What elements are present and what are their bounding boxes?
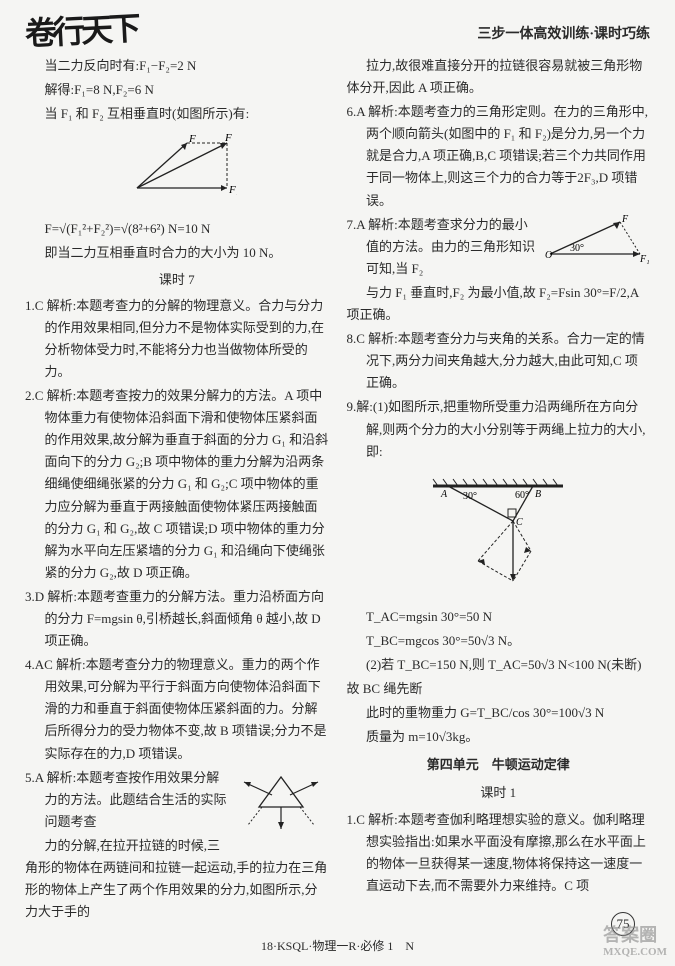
question-item: 8.C 解析:本题考查分力与夹角的关系。合力一定的情况下,两分力间夹角越大,分力… xyxy=(347,328,651,394)
footer-text: 18·KSQL·物理一R·必修 1 N xyxy=(0,936,675,956)
svg-text:F: F xyxy=(224,133,232,144)
text-line: 解得:F₁=8 N,F₂=6 N xyxy=(25,79,329,101)
diagram-zipper xyxy=(234,767,329,844)
question-item: 1.C 解析:本题考查伽利略理想实验的意义。伽利略理想实验指出:如果水平面没有摩… xyxy=(347,809,651,897)
svg-text:O: O xyxy=(545,250,552,261)
text-line: T_BC=mgcos 30°=50√3 N。 xyxy=(347,630,651,652)
question-item: 2.C 解析:本题考查按力的效果分解力的方法。A 项中物体重力有使物体沿斜面下滑… xyxy=(25,385,329,584)
svg-text:30°: 30° xyxy=(570,243,584,254)
text-line: 故 BC 绳先断 xyxy=(347,678,651,700)
diagram-triangle-30: O 30° F F₁ xyxy=(540,214,650,271)
diagram-pulley: A 30° 60° B C xyxy=(347,471,651,598)
text-line: 拉力,故很难直接分开的拉链很容易就被三角形物体分开,因此 A 项正确。 xyxy=(347,55,651,99)
content-columns: 当二力反向时有:F₁−F₂=2 N 解得:F₁=8 N,F₂=6 N 当 F₁ … xyxy=(25,55,650,925)
right-column: 拉力,故很难直接分开的拉链很容易就被三角形物体分开,因此 A 项正确。 6.A … xyxy=(347,55,651,925)
svg-text:F₁: F₁ xyxy=(639,254,650,264)
left-column: 当二力反向时有:F₁−F₂=2 N 解得:F₁=8 N,F₂=6 N 当 F₁ … xyxy=(25,55,329,925)
question-item: 4.AC 解析:本题考查分力的物理意义。重力的两个作用效果,可分解为平行于斜面方… xyxy=(25,654,329,764)
watermark-line: MXQE.COM xyxy=(603,946,667,958)
question-item: 3.D 解析:本题考查重力的分解方法。重力沿桥面方向的分力 F=mgsin θ,… xyxy=(25,586,329,652)
svg-text:F: F xyxy=(188,133,196,145)
watermark: 答案圈 MXQE.COM xyxy=(603,926,667,958)
header-subtitle: 三步一体高效训练·课时巧练 xyxy=(477,15,650,47)
svg-text:A: A xyxy=(440,489,448,500)
text-line: 当 F₁ 和 F₂ 互相垂直时(如图所示)有: xyxy=(25,103,329,125)
svg-text:B: B xyxy=(535,489,541,500)
question-item: 6.A 解析:本题考查力的三角形定则。在力的三角形中,两个顺向箭头(如图中的 F… xyxy=(347,101,651,211)
text-line: 此时的重物重力 G=T_BC/cos 30°=100√3 N xyxy=(347,702,651,724)
svg-text:C: C xyxy=(516,517,523,528)
watermark-line: 答案圈 xyxy=(603,926,667,946)
svg-text:F₁: F₁ xyxy=(228,184,237,196)
question-item: 9.解:(1)如图所示,把重物所受重力沿两绳所在方向分解,则两个分力的大小分别等… xyxy=(347,396,651,462)
svg-text:60°: 60° xyxy=(515,490,529,501)
text-line: 与力 F₁ 垂直时,F₂ 为最小值,故 F₂=Fsin 30°=F/2,A 项正… xyxy=(347,282,651,326)
text-line: (2)若 T_BC=150 N,则 T_AC=50√3 N<100 N(未断) xyxy=(347,654,651,676)
diagram-parallelogram: F F F₁ xyxy=(25,133,329,210)
text-line: F=√(F₁²+F₂²)=√(8²+6²) N=10 N xyxy=(25,218,329,240)
text-line: T_AC=mgsin 30°=50 N xyxy=(347,606,651,628)
lesson-title: 课时 1 xyxy=(347,782,651,804)
unit-title: 第四单元 牛顿运动定律 xyxy=(347,754,651,776)
question-item: 1.C 解析:本题考查力的分解的物理意义。合力与分力的作用效果相同,但分力不是物… xyxy=(25,295,329,383)
text-line: 当二力反向时有:F₁−F₂=2 N xyxy=(25,55,329,77)
text-line: 力的分解,在拉开拉链的时候,三角形的物体在两链间和拉链一起运动,手的拉力在三角形… xyxy=(25,835,329,923)
text-line: 质量为 m=10√3kg。 xyxy=(347,726,651,748)
lesson-title: 课时 7 xyxy=(25,269,329,291)
text-line: 即当二力互相垂直时合力的大小为 10 N。 xyxy=(25,242,329,264)
logo: 卷行天下 xyxy=(24,12,138,50)
svg-text:30°: 30° xyxy=(463,491,477,502)
svg-text:F: F xyxy=(621,214,629,225)
